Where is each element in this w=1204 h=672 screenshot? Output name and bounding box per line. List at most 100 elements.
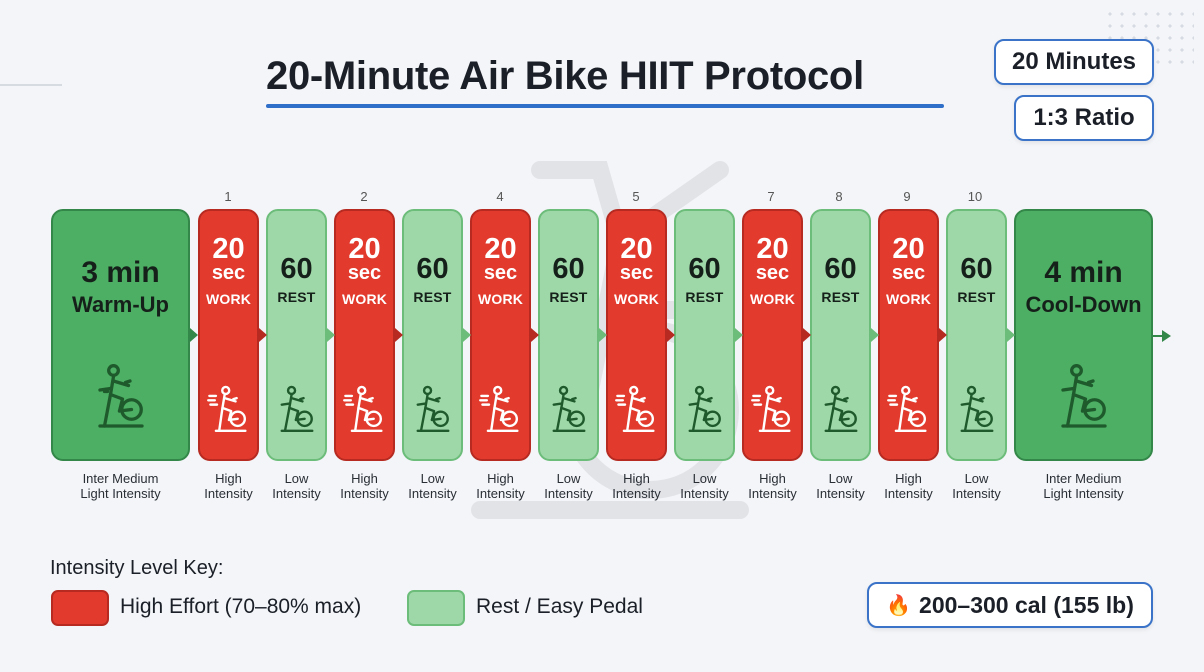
rest-label: REST xyxy=(549,289,588,305)
work-unit: sec xyxy=(619,262,654,284)
connector-arrow xyxy=(531,328,539,342)
stationary-bike-icon xyxy=(552,385,585,433)
sprint-bike-icon xyxy=(886,385,927,433)
end-arrow-icon xyxy=(1162,330,1171,342)
calorie-text: 200–300 cal (155 lb) xyxy=(919,591,1134,618)
cooldown-duration: 4 min xyxy=(1044,256,1123,289)
stationary-bike-icon xyxy=(824,385,857,433)
intensity-label: High Intensity xyxy=(476,471,525,501)
rest-label: REST xyxy=(957,289,996,305)
title-underline xyxy=(266,104,944,108)
work-interval-1: 20 sec WORK xyxy=(198,209,259,461)
intensity-label: Low Intensity xyxy=(408,471,457,501)
work-unit: sec xyxy=(755,262,790,284)
rest-seconds: 60 xyxy=(824,253,857,285)
warmup-block: 3 min Warm-Up xyxy=(51,209,190,461)
work-unit: sec xyxy=(211,262,246,284)
work-seconds: 20 xyxy=(212,233,245,265)
work-interval-5: 20 sec WORK xyxy=(742,209,803,461)
work-label: WORK xyxy=(205,291,252,307)
work-interval-4: 20 sec WORK xyxy=(606,209,667,461)
intensity-label: High Intensity xyxy=(340,471,389,501)
page-title: 20-Minute Air Bike HIIT Protocol xyxy=(266,54,864,98)
stationary-bike-icon xyxy=(1060,364,1107,428)
ratio-badge: 1:3 Ratio xyxy=(1014,95,1154,141)
fire-icon: 🔥 xyxy=(886,594,912,617)
interval-number: 9 xyxy=(903,189,911,204)
rest-seconds: 60 xyxy=(552,253,585,285)
sprint-bike-icon xyxy=(478,385,519,433)
connector-arrow xyxy=(327,328,335,342)
work-unit: sec xyxy=(891,262,926,284)
interval-number: 1 xyxy=(224,189,232,204)
rest-label: REST xyxy=(277,289,316,305)
rest-seconds: 60 xyxy=(416,253,449,285)
cooldown-label: Cool-Down xyxy=(1025,292,1142,317)
stationary-bike-icon xyxy=(280,385,313,433)
work-unit: sec xyxy=(347,262,382,284)
rest-seconds: 60 xyxy=(960,253,993,285)
interval-number: 10 xyxy=(967,189,983,204)
intensity-label: Low Intensity xyxy=(816,471,865,501)
connector-arrow xyxy=(871,328,879,342)
decorative-line xyxy=(0,84,62,86)
sprint-bike-icon xyxy=(206,385,247,433)
rest-seconds: 60 xyxy=(688,253,721,285)
intensity-label: Inter Medium Light Intensity xyxy=(80,471,161,501)
intensity-label: Low Intensity xyxy=(544,471,593,501)
work-seconds: 20 xyxy=(484,233,517,265)
connector-arrow xyxy=(599,328,607,342)
intensity-label: Inter Medium Light Intensity xyxy=(1043,471,1124,501)
rest-label: REST xyxy=(413,289,452,305)
interval-number: 2 xyxy=(360,189,368,204)
calorie-badge: 🔥 200–300 cal (155 lb) xyxy=(867,582,1153,628)
work-label: WORK xyxy=(749,291,796,307)
work-label: WORK xyxy=(477,291,524,307)
interval-number: 8 xyxy=(835,189,843,204)
work-label: WORK xyxy=(613,291,660,307)
rest-label: REST xyxy=(685,289,724,305)
rest-interval-6: 60 REST xyxy=(946,209,1007,461)
intensity-label: High Intensity xyxy=(612,471,661,501)
work-label: WORK xyxy=(885,291,932,307)
sprint-bike-icon xyxy=(750,385,791,433)
intensity-label: Low Intensity xyxy=(680,471,729,501)
rest-swatch xyxy=(407,590,465,626)
interval-number: 7 xyxy=(767,189,775,204)
rest-interval-4: 60 REST xyxy=(674,209,735,461)
rest-interval-2: 60 REST xyxy=(402,209,463,461)
work-unit: sec xyxy=(483,262,518,284)
rest-label: REST xyxy=(821,289,860,305)
sprint-bike-icon xyxy=(342,385,383,433)
connector-arrow xyxy=(259,328,267,342)
stationary-bike-icon xyxy=(97,364,144,428)
key-title: Intensity Level Key: xyxy=(50,557,224,579)
warmup-duration: 3 min xyxy=(81,256,160,289)
work-label: WORK xyxy=(341,291,388,307)
interval-number: 4 xyxy=(496,189,504,204)
connector-arrow xyxy=(667,328,675,342)
stationary-bike-icon xyxy=(416,385,449,433)
high-effort-key-label: High Effort (70–80% max) xyxy=(120,595,362,618)
work-interval-2: 20 sec WORK xyxy=(334,209,395,461)
sprint-bike-icon xyxy=(614,385,655,433)
connector-arrow xyxy=(190,328,198,342)
connector-arrow xyxy=(939,328,947,342)
work-seconds: 20 xyxy=(620,233,653,265)
work-seconds: 20 xyxy=(892,233,925,265)
work-seconds: 20 xyxy=(756,233,789,265)
rest-seconds: 60 xyxy=(280,253,313,285)
end-arrow-line xyxy=(1152,335,1164,337)
stationary-bike-icon xyxy=(960,385,993,433)
high-effort-swatch xyxy=(51,590,109,626)
intensity-label: High Intensity xyxy=(748,471,797,501)
intensity-label: Low Intensity xyxy=(952,471,1001,501)
work-seconds: 20 xyxy=(348,233,381,265)
intensity-label: High Intensity xyxy=(884,471,933,501)
rest-key-label: Rest / Easy Pedal xyxy=(476,595,643,618)
connector-arrow xyxy=(803,328,811,342)
connector-arrow xyxy=(395,328,403,342)
connector-arrow xyxy=(463,328,471,342)
work-interval-3: 20 sec WORK xyxy=(470,209,531,461)
intensity-label: High Intensity xyxy=(204,471,253,501)
